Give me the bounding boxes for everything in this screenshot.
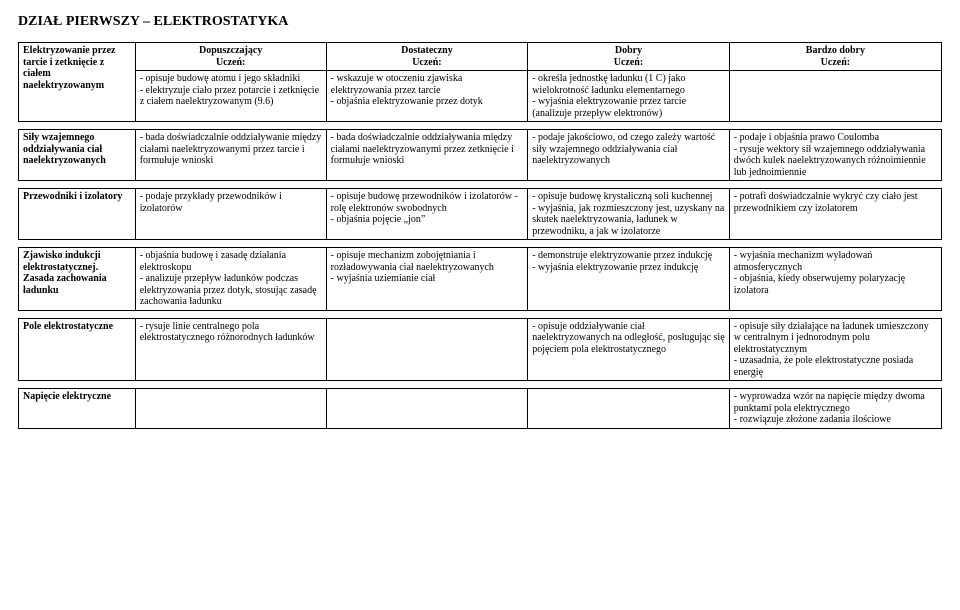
cell-bdb: - potrafi doświadczalnie wykryć czy ciał… — [729, 189, 941, 240]
grades-table: Elektryzowanie przez tarcie i zetknięcie… — [18, 42, 942, 429]
table-row: Napięcie elektryczne - wyprowadza wzór na… — [19, 389, 942, 429]
cell-bdb: - opisuje siły działające na ładunek umi… — [729, 318, 941, 381]
cell-dop: - objaśnia budowę i zasadę działania ele… — [135, 248, 326, 311]
cell-bdb: - wyjaśnia mechanizm wyładowań atmosfery… — [729, 248, 941, 311]
cell-db: - demonstruje elektryzowanie przez induk… — [528, 248, 730, 311]
table-row: Przewodniki i izolatory- podaje przykład… — [19, 189, 942, 240]
table-row: Pole elektrostatyczne- rysuje linie cent… — [19, 318, 942, 381]
grade-sub: Uczeń: — [140, 57, 322, 69]
grade-label: Bardzo dobry — [734, 45, 937, 57]
table-row: - opisuje budowę atomu i jego składniki-… — [19, 71, 942, 122]
cell-db: - opisuje budowę krystaliczną soli kuche… — [528, 189, 730, 240]
cell-dst — [326, 389, 528, 429]
cell-dst: - opisuje mechanizm zobojętniania i rozł… — [326, 248, 528, 311]
cell-dst: - wskazuje w otoczeniu zjawiska elektryz… — [326, 71, 528, 122]
grade-label: Dobry — [532, 45, 725, 57]
cell-db: - opisuje oddziaływanie ciał naelektryzo… — [528, 318, 730, 381]
cell-dst: - bada doświadczalnie oddziaływania międ… — [326, 130, 528, 181]
header-row: Elektryzowanie przez tarcie i zetknięcie… — [19, 43, 942, 71]
col-dostateczny: Dostateczny Uczeń: — [326, 43, 528, 71]
grade-sub: Uczeń: — [532, 57, 725, 69]
cell-dop: - rysuje linie centralnego pola elektros… — [135, 318, 326, 381]
cell-bdb: - wyprowadza wzór na napięcie między dwo… — [729, 389, 941, 429]
grade-label: Dopuszczający — [140, 45, 322, 57]
col-bardzo-dobry: Bardzo dobry Uczeń: — [729, 43, 941, 71]
grade-label: Dostateczny — [331, 45, 524, 57]
grade-sub: Uczeń: — [331, 57, 524, 69]
cell-bdb — [729, 71, 941, 122]
cell-dop: - opisuje budowę atomu i jego składniki-… — [135, 71, 326, 122]
cell-dst — [326, 318, 528, 381]
cell-db — [528, 389, 730, 429]
cell-bdb: - podaje i objaśnia prawo Coulomba- rysu… — [729, 130, 941, 181]
topic-cell: Siły wzajemnego oddziaływania ciał naele… — [19, 130, 136, 181]
cell-dop — [135, 389, 326, 429]
topic-cell: Elektryzowanie przez tarcie i zetknięcie… — [19, 43, 136, 122]
topic-cell: Napięcie elektryczne — [19, 389, 136, 429]
topic-cell: Zjawisko indukcji elektrostatycznej. Zas… — [19, 248, 136, 311]
cell-db: - określa jednostkę ładunku (1 C) jako w… — [528, 71, 730, 122]
cell-dst: - opisuje budowę przewodników i izolator… — [326, 189, 528, 240]
cell-dop: - podaje przykłady przewodników i izolat… — [135, 189, 326, 240]
col-dobry: Dobry Uczeń: — [528, 43, 730, 71]
page-title: DZIAŁ PIERWSZY – ELEKTROSTATYKA — [18, 14, 942, 30]
col-dopuszczajacy: Dopuszczający Uczeń: — [135, 43, 326, 71]
topic-cell: Przewodniki i izolatory — [19, 189, 136, 240]
cell-dop: - bada doświadczalnie oddziaływanie międ… — [135, 130, 326, 181]
table-row: Siły wzajemnego oddziaływania ciał naele… — [19, 130, 942, 181]
grade-sub: Uczeń: — [734, 57, 937, 69]
cell-db: - podaje jakościowo, od czego zależy war… — [528, 130, 730, 181]
table-row: Zjawisko indukcji elektrostatycznej. Zas… — [19, 248, 942, 311]
topic-cell: Pole elektrostatyczne — [19, 318, 136, 381]
